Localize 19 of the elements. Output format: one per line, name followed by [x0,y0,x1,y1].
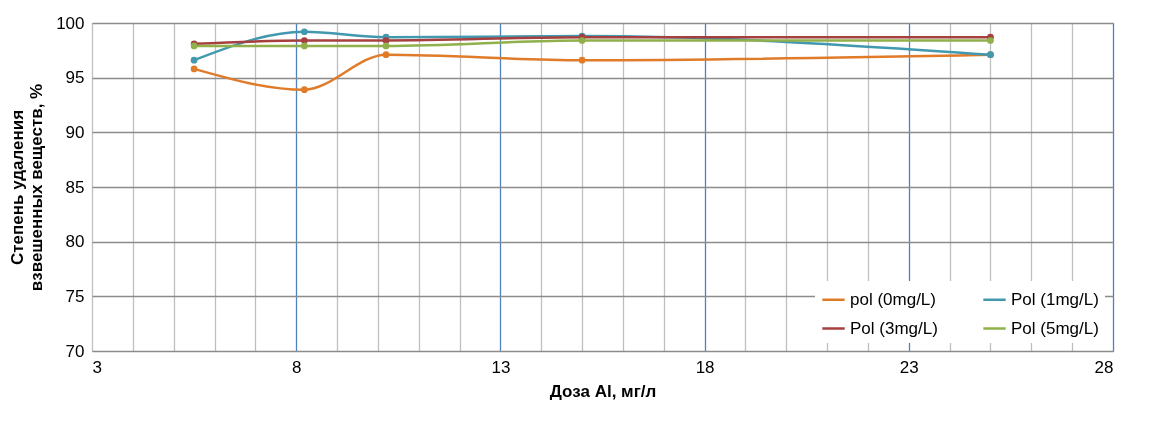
y-tick-label: 70 [65,341,85,361]
x-tick-label: 8 [291,357,302,377]
y-tick-label: 100 [56,13,85,33]
y-tick-label: 85 [65,177,85,197]
y-axis-title: Степень удаления взвешенных веществ, % [8,83,47,292]
legend-label: pol (0mg/L) [850,289,936,309]
x-tick-label: 18 [695,357,715,377]
legend-label: Pol (3mg/L) [850,318,938,338]
x-tick-label: 28 [1094,357,1114,377]
x-axis-title: Доза Al, мг/л [549,381,657,401]
x-tick-label: 13 [491,357,511,377]
legend-label: Pol (1mg/L) [1011,289,1099,309]
x-tick-label: 3 [92,357,102,377]
y-tick-label: 90 [65,122,85,142]
y-tick-label: 75 [65,286,85,306]
legend-label: Pol (5mg/L) [1011,318,1099,338]
y-tick-label: 80 [65,232,85,252]
x-tick-label: 23 [899,357,919,377]
y-tick-label: 95 [65,68,85,88]
